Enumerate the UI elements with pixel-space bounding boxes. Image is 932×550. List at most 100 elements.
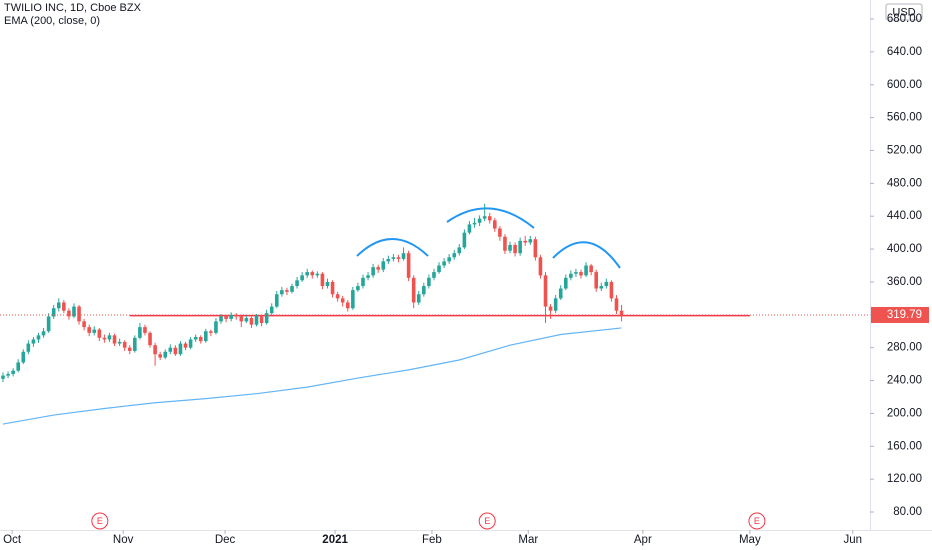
candle-body: [457, 247, 462, 254]
candle-body: [163, 351, 168, 358]
candle-body: [553, 298, 558, 311]
candle-body: [422, 286, 426, 295]
candle-body: [229, 314, 233, 319]
candle-body: [300, 275, 304, 281]
candle-body: [391, 257, 396, 259]
head-arc: [446, 207, 535, 229]
candle-body: [584, 265, 588, 276]
candle-body: [264, 313, 269, 324]
candle-body: [168, 347, 173, 352]
candle-body: [36, 335, 41, 340]
candle-body: [589, 265, 593, 273]
candle-body: [335, 294, 340, 299]
candle-body: [574, 272, 578, 274]
candle-body: [1, 375, 5, 379]
candle-body: [193, 336, 198, 340]
candle-body: [523, 240, 528, 243]
candle-body: [107, 335, 112, 340]
candle-body: [508, 244, 512, 251]
candle-body: [563, 277, 568, 289]
y-tick-label: 280.00: [887, 342, 922, 354]
candle-body: [482, 216, 487, 219]
candle-body: [427, 277, 431, 287]
candle-body: [224, 316, 228, 319]
candle-body: [239, 316, 244, 322]
x-tick-label: Jun: [843, 534, 862, 546]
y-tick-label: 200.00: [887, 407, 922, 419]
candle-body: [356, 286, 360, 291]
candle-body: [548, 306, 553, 311]
y-tick-label: 80.00: [893, 506, 922, 518]
y-tick-label: 440.00: [887, 210, 922, 222]
candle-body: [432, 272, 436, 278]
ema-line: [2, 327, 622, 425]
candle-body: [320, 273, 325, 287]
y-tick-label: 520.00: [887, 144, 922, 156]
earnings-marker: [91, 512, 109, 530]
right-shoulder-arc: [552, 241, 621, 269]
candle-body: [269, 306, 274, 314]
candle-body: [437, 265, 441, 273]
candle-body: [315, 273, 320, 276]
currency-box[interactable]: [885, 3, 923, 21]
x-tick-label: Apr: [634, 534, 652, 546]
y-tick-label: 560.00: [887, 112, 922, 124]
candle-body: [122, 341, 127, 348]
candle-body: [503, 236, 507, 251]
candle-body: [442, 261, 446, 266]
candle-body: [513, 244, 517, 254]
y-tick-label: 600.00: [887, 79, 922, 91]
earnings-label: E: [484, 516, 490, 526]
candle-body: [82, 321, 86, 328]
candle-body: [416, 294, 421, 303]
y-tick-label: 120.00: [887, 473, 922, 485]
candle-body: [493, 220, 497, 229]
candle-body: [51, 308, 56, 317]
candle-body: [127, 347, 132, 351]
candle-body: [280, 290, 284, 295]
candle-body: [401, 253, 406, 259]
y-tick-label: 680.00: [887, 13, 922, 25]
candle-body: [538, 257, 543, 276]
candle-body: [614, 298, 619, 311]
y-tick-label: 160.00: [887, 440, 922, 452]
earnings-label: E: [754, 516, 760, 526]
currency-label[interactable]: USD: [892, 6, 915, 18]
earnings-label: E: [97, 516, 103, 526]
candle-body: [305, 272, 310, 276]
candle-body: [371, 267, 375, 276]
candle-body: [558, 288, 563, 299]
candle-body: [204, 331, 208, 342]
candle-body: [87, 327, 91, 333]
candle-body: [381, 261, 386, 270]
candle-body: [97, 329, 102, 338]
candle-body: [330, 281, 335, 295]
x-tick-label: 2021: [322, 534, 348, 546]
candle-body: [16, 362, 21, 371]
candle-body: [188, 339, 193, 348]
last-price-label: 319.79: [887, 309, 922, 321]
x-tick-label: Dec: [215, 534, 236, 546]
candle-body: [112, 335, 117, 344]
x-tick-label: Feb: [422, 534, 442, 546]
candle-body: [285, 290, 289, 292]
candle-body: [56, 302, 61, 309]
candle-body: [158, 354, 162, 358]
x-tick-label: Nov: [113, 534, 134, 546]
candle-body: [26, 343, 31, 352]
candle-body: [579, 272, 583, 276]
left-shoulder-arc: [356, 238, 429, 257]
candle-body: [406, 253, 411, 278]
y-tick-label: 400.00: [887, 243, 922, 255]
last-price-box: [871, 306, 929, 323]
candle-body: [244, 318, 249, 322]
candle-body: [72, 306, 76, 317]
candle-body: [594, 272, 599, 289]
candle-body: [133, 337, 137, 351]
earnings-marker: [748, 512, 766, 530]
candle-body: [153, 345, 157, 355]
candle-body: [411, 277, 416, 303]
candle-body: [46, 316, 51, 332]
